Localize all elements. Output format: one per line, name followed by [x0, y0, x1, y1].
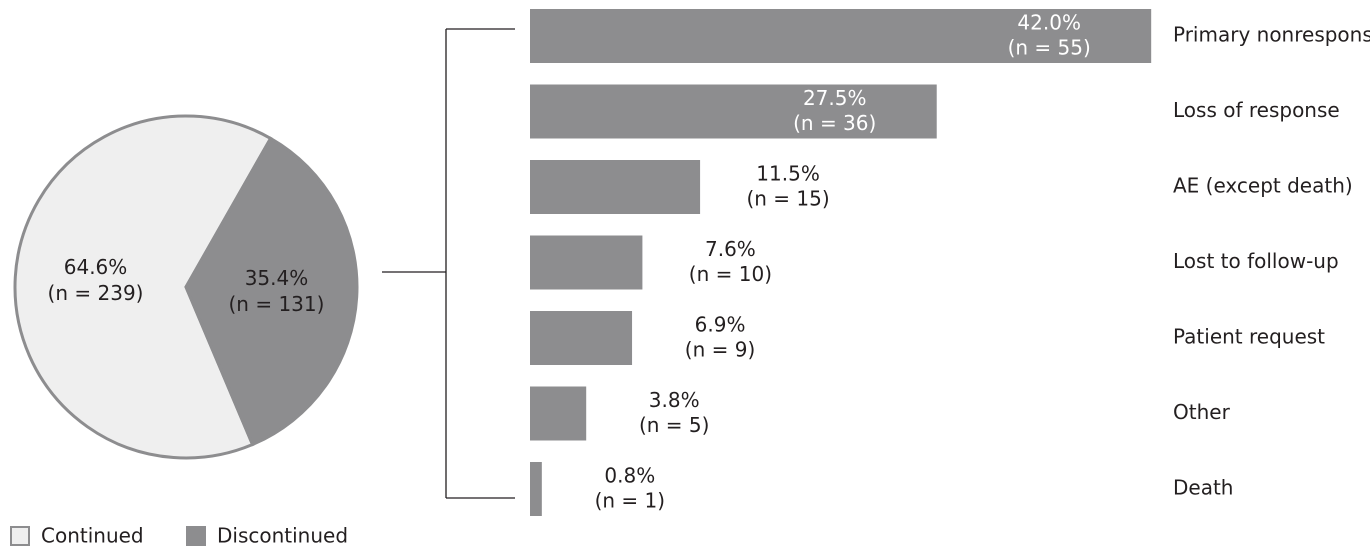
category-label: Lost to follow-up [1173, 249, 1339, 273]
bar [530, 311, 633, 365]
bar [530, 386, 587, 441]
bar-count-label: (n = 15) [746, 187, 829, 211]
bar-count-label: (n = 55) [1008, 36, 1091, 60]
legend-label: Continued [41, 524, 144, 548]
category-label: AE (except death) [1173, 174, 1353, 198]
legend-swatch [10, 526, 30, 546]
bar-count-label: (n = 1) [595, 489, 665, 513]
bar-value-label: 7.6% [705, 237, 756, 261]
legend-label: Discontinued [217, 524, 348, 548]
bar-count-label: (n = 36) [793, 111, 876, 135]
category-label: Death [1173, 476, 1233, 500]
bar-count-label: (n = 5) [639, 413, 709, 437]
bar [530, 9, 1152, 63]
bar-value-label: 3.8% [649, 388, 700, 412]
bar [530, 235, 643, 290]
slice-count: (n = 131) [229, 292, 325, 316]
bar [530, 462, 542, 516]
slice-label: 64.6% [64, 255, 128, 279]
bar-count-label: (n = 9) [685, 338, 755, 362]
category-label: Loss of response [1173, 98, 1340, 122]
pie-slice [184, 136, 359, 447]
slice-label: 35.4% [245, 266, 309, 290]
bar-value-label: 42.0% [1017, 11, 1081, 35]
bar [530, 84, 937, 139]
bar-value-label: 11.5% [756, 162, 820, 186]
legend-swatch [186, 526, 206, 546]
bar-value-label: 0.8% [604, 464, 655, 488]
category-label: Other [1173, 400, 1231, 424]
connector [382, 28, 515, 499]
bar [530, 160, 701, 214]
bar-count-label: (n = 10) [689, 262, 772, 286]
pie-slice [13, 114, 273, 460]
category-label: Primary nonresponse [1173, 23, 1370, 47]
bar-value-label: 27.5% [803, 86, 867, 110]
category-label: Patient request [1173, 325, 1325, 349]
slice-count: (n = 239) [48, 281, 144, 305]
bar-value-label: 6.9% [695, 313, 746, 337]
